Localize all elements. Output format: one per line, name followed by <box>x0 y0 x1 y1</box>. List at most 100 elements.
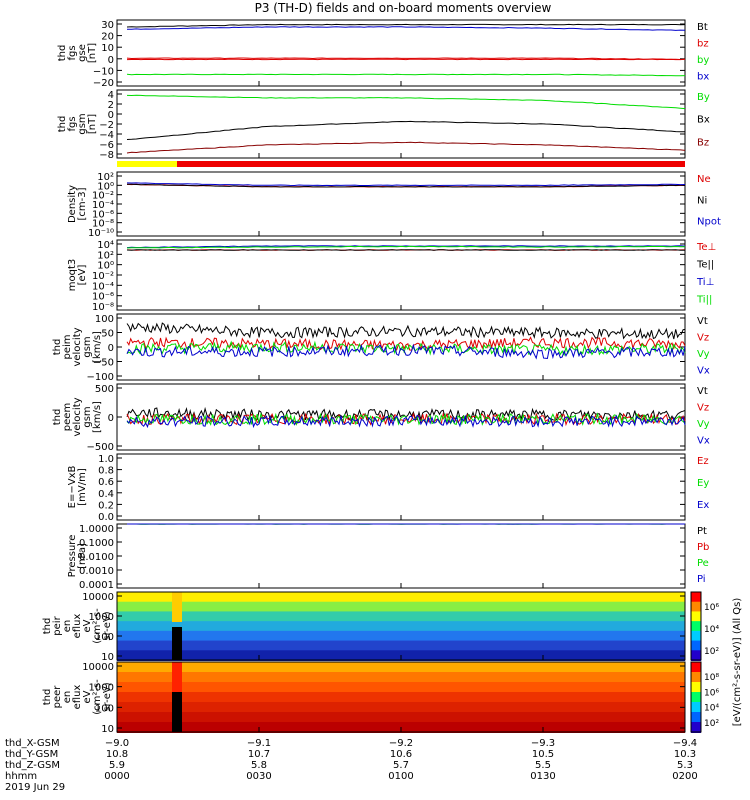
panel-frame <box>116 523 686 589</box>
spectrogram-band <box>117 592 685 603</box>
y-axis-label: thd peir en eflux eV (cm²-s-sr-eV) <box>42 608 113 644</box>
spectrogram-band <box>117 682 685 693</box>
y-axis-label: Density [cm-3] <box>67 185 88 223</box>
footer-row-label: thd_Z-GSM <box>5 760 60 771</box>
y-axis-label-line: eV <box>82 690 93 703</box>
y-axis-label: thd fgs gsm [nT] <box>57 113 98 134</box>
footer-value: −9.1 <box>247 738 271 749</box>
panel-frame <box>116 453 686 521</box>
legend-Te||: Te|| <box>696 260 714 271</box>
series-Ti|| <box>126 245 686 249</box>
y-tick-label: 0.0001 <box>79 580 114 591</box>
panel-frame <box>116 313 686 381</box>
y-tick-label: 10⁰ <box>97 261 114 272</box>
legend-Vy: Vy <box>697 349 710 360</box>
y-tick-label: 0.0100 <box>79 552 114 563</box>
series-Vz <box>126 412 686 427</box>
legend-Vz: Vz <box>697 333 709 344</box>
y-axis-label-line: sr-eV) <box>102 682 113 711</box>
series-Vy <box>126 340 686 357</box>
colorbar-swatch <box>691 682 701 693</box>
y-tick-label: 0.8 <box>98 466 114 477</box>
series-Npot <box>126 182 686 187</box>
colorbar-frame <box>690 661 702 733</box>
status-bar-yellow <box>117 161 177 167</box>
footer-value: 10.7 <box>248 749 270 760</box>
y-axis-label-line: [nT] <box>87 43 98 63</box>
data-gap <box>172 627 182 660</box>
y-tick-label: 1000 <box>89 683 114 694</box>
legend-Vx: Vx <box>697 436 710 447</box>
y-axis-label-line: [eV] <box>77 265 88 286</box>
y-tick-label: −50 <box>93 358 114 369</box>
legend-bz: bz <box>697 39 709 50</box>
spectrogram-band <box>117 712 685 723</box>
y-axis-label-line: en <box>62 691 73 704</box>
y-tick-label: 10⁻² <box>92 271 114 282</box>
y-tick-label: −6 <box>99 140 114 151</box>
legend-Ex: Ex <box>697 500 709 511</box>
legend-By: By <box>697 92 710 103</box>
legend-Vz: Vz <box>697 403 709 414</box>
y-tick-label: 100 <box>95 632 114 643</box>
colorbar-tick-label: 10⁶ <box>704 688 719 698</box>
colorbar-tick-label: 10⁴ <box>704 625 719 635</box>
y-tick-label: 0.1000 <box>79 538 114 549</box>
footer-value: −9.2 <box>389 738 413 749</box>
colorbar-swatch <box>691 621 701 632</box>
y-tick-label: 500 <box>95 384 114 395</box>
y-axis-label-line: eflux <box>72 685 83 710</box>
y-tick-label: −20 <box>93 78 114 89</box>
y-axis-label: thd peem velocity gsm [km/s] <box>52 397 103 436</box>
footer-value: 0000 <box>104 771 129 782</box>
data-gap-top <box>172 662 182 692</box>
panel-efield: 1.00.80.60.40.20.0 E=−VxB [mV/m] Ez Ey Ex <box>67 453 709 523</box>
y-axis-label-line: peir <box>52 615 63 635</box>
footer-value: 0030 <box>246 771 271 782</box>
legend-Te⊥: Te⊥ <box>696 242 716 253</box>
panel-peem_vel: 500 0 −500 thd peem velocity gsm [km/s] Vt Vz Vy Vx <box>52 383 710 453</box>
y-axis-label: moqt3 [eV] <box>67 259 88 292</box>
series-Vx <box>126 343 686 360</box>
spectrogram-band <box>117 611 685 623</box>
y-tick-label: 100 <box>95 703 114 714</box>
legend-Ti⊥: Ti⊥ <box>696 277 714 288</box>
y-axis-label-line: velocity <box>72 397 83 436</box>
legend-Bx: Bx <box>697 115 710 126</box>
y-tick-label: 10⁻⁶ <box>92 292 114 303</box>
y-axis-label-line: [km/s] <box>92 331 103 363</box>
colorbar-swatch <box>691 662 701 673</box>
y-axis-label-line: thd <box>42 689 53 706</box>
y-axis-label-line: peem <box>62 403 73 431</box>
y-axis-label-line: thd <box>57 116 68 133</box>
legend-Vx: Vx <box>697 366 710 377</box>
footer-value: 0100 <box>388 771 413 782</box>
y-axis-label-line: fgs <box>67 116 78 131</box>
y-axis-label-line: gsm <box>82 406 93 427</box>
spectrogram-band <box>117 672 685 683</box>
footer-row-label: hhmm <box>5 771 37 782</box>
y-axis-label-line: fgs <box>67 45 78 60</box>
y-axis-label-line: (cm²-s- <box>92 608 103 644</box>
data-gap <box>172 692 182 732</box>
panel-frame <box>116 89 686 159</box>
y-axis-label-line: gsm <box>77 113 88 134</box>
y-axis-label-line: [km/s] <box>92 401 103 433</box>
series-Vx <box>126 414 686 429</box>
panel-peir: 10000 1000 100 10 thd peir en eflux eV (cm²-s-sr-… <box>42 591 686 663</box>
y-axis-label-line: [nPa] <box>77 543 88 569</box>
y-tick-label: 50 <box>101 329 114 340</box>
series-By <box>126 94 686 110</box>
y-tick-label: 10⁻¹⁰ <box>88 228 114 239</box>
y-tick-label: 100 <box>95 314 114 325</box>
colorbar-1: 10⁸ 10⁶ 10⁴ 10² <box>690 661 719 733</box>
panel-frame <box>116 19 686 87</box>
legend-Vt: Vt <box>697 386 708 397</box>
colorbar-frame <box>690 591 702 661</box>
legend-Ni: Ni <box>697 195 707 206</box>
data-gap-top <box>172 592 182 622</box>
series-by0 <box>126 57 686 61</box>
legend-by: by <box>697 55 709 66</box>
y-tick-label: 0.0 <box>98 512 114 523</box>
